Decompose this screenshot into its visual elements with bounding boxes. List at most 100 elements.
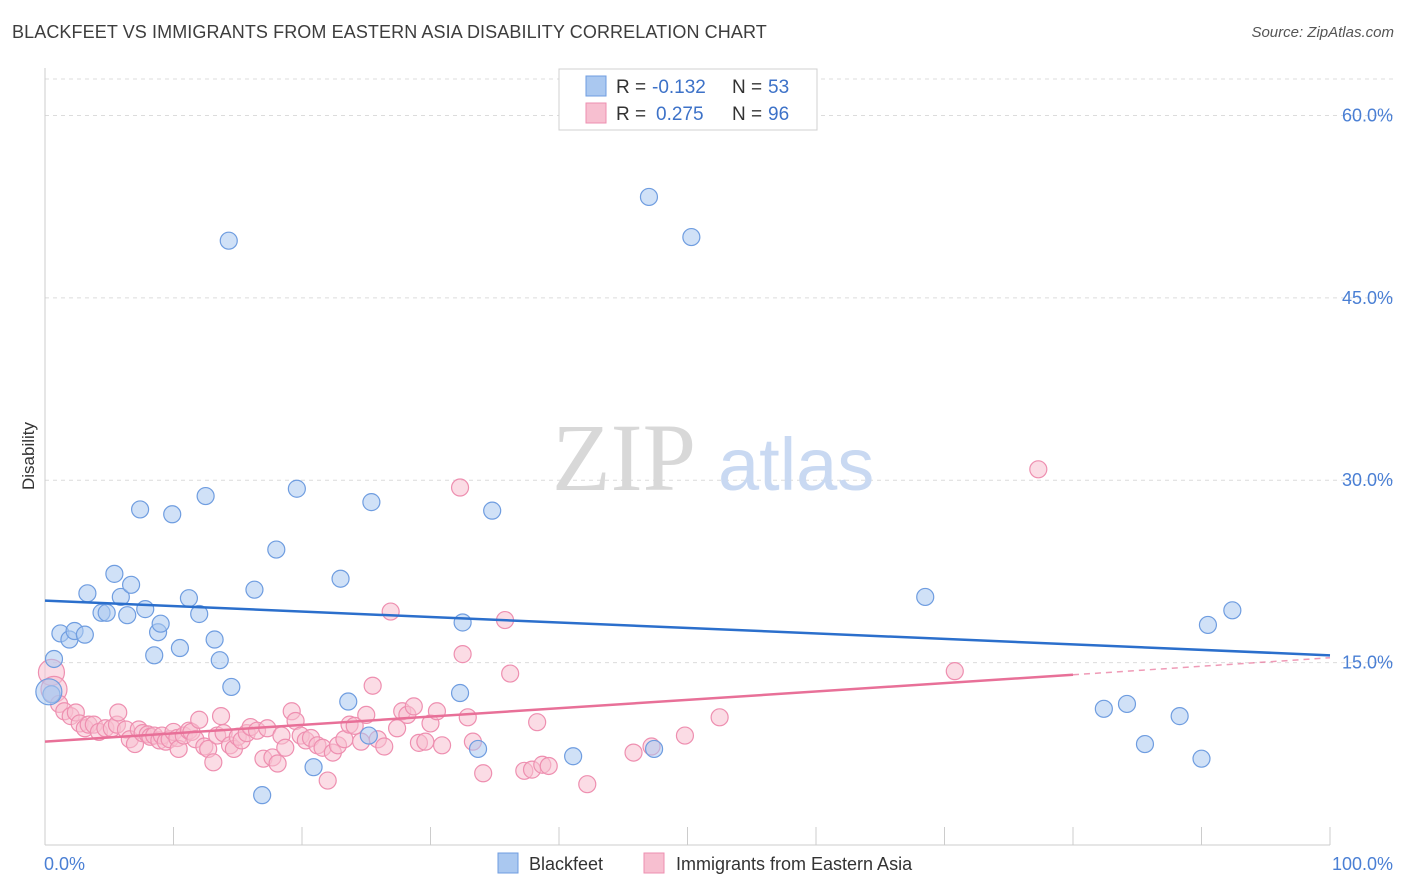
blackfeet-point (35, 678, 63, 706)
blackfeet-point (362, 493, 381, 512)
immigrant-point (211, 707, 231, 726)
blackfeet-point (287, 479, 306, 498)
blackfeet-point (916, 587, 935, 607)
x-tick-label: 0.0% (44, 854, 85, 874)
immigrant-point (458, 708, 477, 727)
blackfeet-point (450, 683, 470, 703)
y-tick-label: 30.0% (1342, 470, 1393, 490)
blackfeet-point (111, 587, 130, 607)
blackfeet-point (78, 584, 97, 603)
top-legend: R = -0.132 N = 53 R = 0.275 N = 96 (558, 68, 818, 131)
immigrant-trend-line (44, 673, 1074, 743)
blackfeet-point (1192, 749, 1211, 768)
immigrant-point (453, 645, 472, 664)
y-tick-label: 45.0% (1342, 288, 1393, 308)
x-tick-label: 100.0% (1332, 854, 1393, 874)
immigrant-point (375, 737, 394, 756)
blackfeet-point (639, 187, 659, 207)
watermark-zip: ZIP (552, 404, 696, 511)
bottom-legend-swatch-blackfeet (497, 852, 519, 874)
legend-n-label: N = (732, 77, 762, 98)
immigrant-point (624, 743, 643, 762)
y-tick-label: 15.0% (1342, 653, 1393, 673)
immigrant-point (501, 664, 520, 683)
watermark-atlas: atlas (718, 423, 874, 506)
blackfeet-point (359, 726, 378, 745)
immigrant-point (945, 662, 964, 681)
blackfeet-point (118, 606, 137, 625)
blackfeet-point (145, 646, 164, 665)
immigrant-trend-extrapolated (1072, 657, 1331, 676)
blackfeet-point (179, 589, 199, 608)
blackfeet-point (253, 786, 272, 805)
immigrant-point (450, 478, 470, 497)
immigrant-point (357, 705, 376, 725)
legend-n-value: 96 (768, 104, 789, 125)
axes (44, 68, 1331, 846)
blackfeet-point (644, 739, 664, 759)
bottom-legend-label-immigrants: Immigrants from Eastern Asia (676, 854, 913, 874)
blackfeet-point (1170, 707, 1189, 726)
chart-title: BLACKFEET VS IMMIGRANTS FROM EASTERN ASI… (12, 22, 767, 42)
blackfeet-point (682, 227, 701, 247)
blackfeet-point (190, 604, 209, 624)
source-credit: Source: ZipAtlas.com (1251, 24, 1394, 41)
blackfeet-point (1135, 734, 1155, 754)
immigrant-point (381, 602, 400, 621)
immigrant-point (204, 753, 223, 772)
immigrant-point (578, 775, 597, 794)
immigrant-point (710, 708, 729, 727)
immigrant-point (416, 732, 435, 751)
blackfeet-point (222, 677, 241, 697)
blackfeet-point (170, 638, 190, 658)
trend-lines (44, 599, 1331, 743)
gridlines (45, 78, 1393, 664)
immigrant-point (318, 771, 337, 790)
legend-r-value: 0.275 (656, 104, 704, 125)
blackfeet-point (130, 500, 150, 519)
immigrant-point (404, 697, 423, 716)
immigrant-point (268, 754, 287, 773)
blackfeet-point (205, 630, 224, 649)
immigrant-point (1029, 460, 1048, 479)
blackfeet-point (1117, 694, 1137, 714)
bottom-legend-swatch-immigrants (643, 852, 665, 874)
blackfeet-point (163, 505, 182, 524)
immigrant-point (276, 738, 295, 757)
blackfeet-point (105, 564, 124, 583)
blackfeet-trend-line (44, 599, 1331, 657)
blackfeet-point (245, 580, 264, 599)
immigrant-point (190, 710, 209, 729)
legend-swatch-immigrants (585, 102, 607, 124)
immigrant-point (363, 676, 382, 695)
immigrant-point (539, 756, 558, 776)
legend-n-value: 53 (768, 77, 789, 98)
blackfeet-point (196, 486, 215, 506)
legend-r-value: -0.132 (652, 77, 706, 98)
legend-n-label: N = (732, 104, 762, 125)
immigrant-point (474, 764, 493, 783)
blackfeet-point (219, 231, 238, 250)
data-points (35, 187, 1242, 805)
blackfeet-point (136, 600, 155, 619)
blackfeet-point (564, 747, 583, 766)
blackfeet-point (1094, 699, 1113, 718)
blackfeet-point (210, 651, 229, 670)
bottom-legend: Blackfeet Immigrants from Eastern Asia (497, 852, 913, 874)
blackfeet-point (468, 739, 488, 759)
immigrant-point (432, 736, 452, 755)
bottom-legend-label-blackfeet: Blackfeet (529, 854, 603, 874)
blackfeet-point (1223, 601, 1242, 620)
blackfeet-point (267, 540, 286, 559)
blackfeet-point (121, 575, 141, 594)
blackfeet-point (483, 501, 502, 520)
immigrant-point (675, 726, 695, 745)
blackfeet-point (44, 649, 64, 669)
blackfeet-point (331, 569, 350, 588)
blackfeet-point (1198, 615, 1218, 635)
legend-r-label: R = (616, 104, 646, 125)
y-tick-label: 60.0% (1342, 105, 1393, 125)
blackfeet-point (75, 625, 94, 644)
immigrant-point (528, 713, 547, 732)
